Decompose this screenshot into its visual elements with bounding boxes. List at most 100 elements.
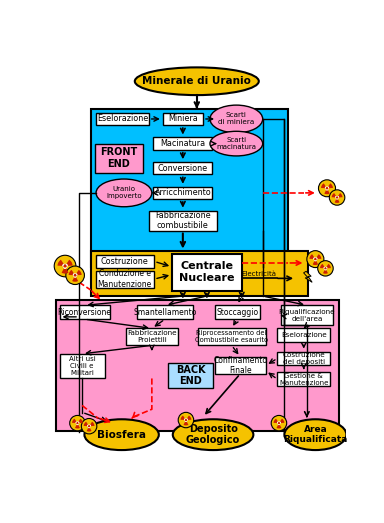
Text: Miniera: Miniera — [168, 115, 198, 123]
Bar — [172, 254, 242, 291]
Wedge shape — [273, 418, 278, 423]
Circle shape — [74, 274, 77, 277]
Bar — [277, 351, 330, 366]
Text: Centrale
Nucleare: Centrale Nucleare — [179, 262, 235, 283]
Wedge shape — [66, 264, 68, 266]
Circle shape — [76, 422, 79, 425]
Wedge shape — [334, 199, 339, 203]
Circle shape — [336, 196, 338, 199]
Text: Arricchimento: Arricchimento — [154, 188, 211, 197]
Wedge shape — [310, 254, 314, 259]
Circle shape — [88, 425, 90, 427]
Circle shape — [335, 196, 339, 199]
Wedge shape — [78, 422, 79, 423]
Wedge shape — [187, 415, 191, 420]
Wedge shape — [90, 422, 94, 426]
Wedge shape — [320, 264, 324, 268]
Bar — [163, 113, 203, 125]
Bar — [96, 271, 154, 288]
Text: Confinamento
Finale: Confinamento Finale — [213, 356, 267, 375]
Bar — [60, 354, 104, 379]
Wedge shape — [332, 193, 336, 197]
Bar — [153, 162, 212, 174]
Bar — [96, 113, 149, 125]
Text: FRONT
END: FRONT END — [100, 147, 137, 169]
Wedge shape — [64, 268, 66, 269]
Circle shape — [88, 425, 91, 428]
Wedge shape — [76, 270, 82, 275]
Wedge shape — [316, 254, 321, 259]
Bar — [215, 357, 266, 374]
Text: Altri usi
Civili e
Militari: Altri usi Civili e Militari — [69, 356, 96, 376]
Wedge shape — [87, 425, 88, 426]
Circle shape — [318, 180, 336, 197]
Ellipse shape — [210, 105, 263, 133]
Circle shape — [307, 251, 324, 268]
Ellipse shape — [135, 67, 259, 95]
Text: BACK
END: BACK END — [176, 365, 205, 386]
Wedge shape — [61, 268, 68, 274]
Wedge shape — [74, 277, 76, 278]
Wedge shape — [90, 425, 91, 426]
Bar — [280, 305, 333, 325]
Wedge shape — [187, 418, 188, 420]
Text: Smantellamento: Smantellamento — [133, 308, 197, 317]
Wedge shape — [58, 260, 64, 266]
Circle shape — [325, 186, 329, 190]
Wedge shape — [185, 421, 187, 422]
Bar — [126, 328, 178, 345]
Wedge shape — [278, 424, 280, 425]
Text: Uranio
Impoverto: Uranio Impoverto — [106, 186, 142, 199]
Circle shape — [277, 422, 281, 425]
Circle shape — [63, 264, 68, 268]
Bar — [137, 305, 193, 319]
Wedge shape — [325, 186, 326, 188]
Wedge shape — [328, 186, 329, 188]
Wedge shape — [323, 267, 325, 268]
Circle shape — [185, 419, 187, 421]
Wedge shape — [75, 422, 77, 423]
Text: Eselorazione: Eselorazione — [281, 332, 327, 338]
Wedge shape — [326, 189, 328, 190]
Circle shape — [70, 415, 85, 431]
Text: Riconversione: Riconversione — [58, 308, 111, 317]
Ellipse shape — [173, 419, 253, 450]
Circle shape — [278, 422, 280, 424]
Text: Riprocessamento del
Combustibile esaurito: Riprocessamento del Combustibile esaurit… — [195, 331, 268, 344]
Circle shape — [54, 255, 76, 277]
Wedge shape — [326, 267, 328, 268]
Text: Electricità: Electricità — [241, 271, 276, 277]
Wedge shape — [316, 257, 318, 259]
Polygon shape — [304, 271, 312, 282]
Bar — [168, 363, 213, 388]
Text: Fabbricazione
Proiettili: Fabbricazione Proiettili — [127, 331, 177, 344]
Text: Scarti
macinatura: Scarti macinatura — [216, 137, 257, 150]
Wedge shape — [321, 183, 326, 188]
Text: Macinatura: Macinatura — [160, 139, 205, 148]
Wedge shape — [72, 418, 76, 423]
Text: Stoccaggio: Stoccaggio — [216, 308, 258, 317]
Wedge shape — [72, 277, 78, 282]
Wedge shape — [276, 425, 281, 428]
Circle shape — [76, 422, 79, 424]
Wedge shape — [184, 422, 189, 425]
Circle shape — [73, 273, 77, 277]
Bar — [96, 255, 154, 268]
Wedge shape — [75, 425, 80, 428]
Bar — [56, 300, 339, 431]
Text: Eselorazione: Eselorazione — [97, 115, 148, 123]
Text: Minerale di Uranio: Minerale di Uranio — [142, 76, 251, 86]
Wedge shape — [66, 260, 73, 266]
Wedge shape — [184, 418, 185, 420]
Wedge shape — [76, 273, 78, 275]
Circle shape — [63, 264, 67, 268]
Circle shape — [326, 187, 328, 190]
Wedge shape — [180, 415, 185, 420]
Bar — [94, 144, 142, 173]
Wedge shape — [314, 260, 316, 262]
Bar — [215, 305, 260, 319]
Text: Scarti
di miniera: Scarti di miniera — [218, 112, 255, 126]
Wedge shape — [313, 257, 314, 259]
Wedge shape — [338, 196, 339, 198]
Wedge shape — [280, 422, 281, 423]
